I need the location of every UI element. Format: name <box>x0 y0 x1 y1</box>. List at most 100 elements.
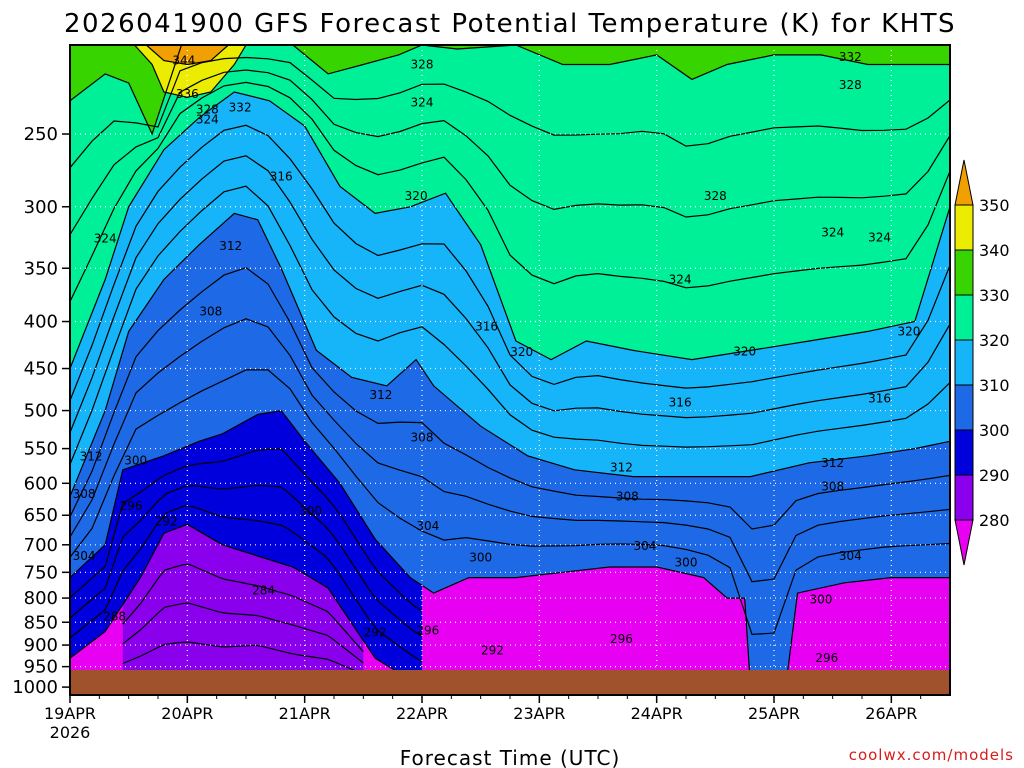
y-axis: 2503003504004505005506006507007508008509… <box>12 124 70 698</box>
contour-label: 328 <box>196 102 219 116</box>
contour-line-interior <box>70 505 423 663</box>
contour-label: 300 <box>469 551 492 565</box>
colorbar-tick-label: 330 <box>979 286 1010 305</box>
contour-label: 332 <box>839 50 862 64</box>
contour-label: 300 <box>809 593 832 607</box>
contour-label: 292 <box>364 625 387 639</box>
colorbar-tick-label: 320 <box>979 331 1010 350</box>
contour-label: 320 <box>510 345 533 359</box>
contour-label: 300 <box>675 556 698 570</box>
y-tick-label: 850 <box>24 612 58 633</box>
contour-label: 308 <box>411 431 434 445</box>
y-tick-label: 800 <box>24 588 58 609</box>
y-tick-label: 650 <box>24 505 58 526</box>
contour-label: 296 <box>610 632 633 646</box>
colorbar-tick-label: 310 <box>979 376 1010 395</box>
contour-label: 328 <box>839 78 862 92</box>
contour-line-interior <box>70 318 950 583</box>
contour-label: 292 <box>155 514 178 528</box>
colorbar-segment <box>954 249 974 296</box>
contour-line-290 <box>70 523 423 688</box>
contour-label: 312 <box>610 461 633 475</box>
colorbar-segment <box>954 474 974 521</box>
y-tick-label: 700 <box>24 535 58 556</box>
contour-line-340 <box>134 45 247 98</box>
contour-label: 316 <box>669 396 692 410</box>
contour-line-interior <box>122 641 364 675</box>
contour-label: 304 <box>633 539 656 553</box>
colorbar-segment <box>954 339 974 386</box>
y-tick-label: 300 <box>24 197 58 218</box>
contour-label: 324 <box>411 95 434 109</box>
contour-label: 320 <box>897 324 920 338</box>
colorbar-tick-label: 280 <box>979 511 1010 530</box>
x-tick-label: 19APR <box>44 704 96 723</box>
contour-line-interior <box>70 124 950 401</box>
contour-line-interior <box>70 155 950 433</box>
contour-line-interior <box>70 267 950 530</box>
x-tick-label: 24APR <box>631 704 683 723</box>
contour-line-interior <box>70 185 950 465</box>
y-tick-label: 950 <box>24 657 58 678</box>
y-tick-label: 550 <box>24 439 58 460</box>
contour-label: 292 <box>481 643 504 657</box>
y-tick-label: 1000 <box>12 677 58 698</box>
contour-label: 296 <box>416 624 439 638</box>
contour-label: 284 <box>252 584 275 598</box>
contour-label: 324 <box>196 112 219 126</box>
colorbar-segment <box>954 429 974 476</box>
contour-label: 344 <box>172 54 195 68</box>
colorbar-tick-label: 300 <box>979 421 1010 440</box>
contour-label: 336 <box>176 87 199 101</box>
contour-label: 300 <box>299 504 322 518</box>
y-tick-label: 400 <box>24 312 58 333</box>
x-tick-label: 21APR <box>279 704 331 723</box>
contour-label: 296 <box>815 651 838 665</box>
colorbar-tick-label: 340 <box>979 241 1010 260</box>
contour-label: 320 <box>405 189 428 203</box>
contour-label: 316 <box>475 319 498 333</box>
contour-label: 312 <box>80 449 103 463</box>
colorbar-under-triangle <box>954 519 974 566</box>
x-tick-label: 23APR <box>513 704 565 723</box>
colorbar-tick-label: 290 <box>979 466 1010 485</box>
gridlines <box>70 45 950 695</box>
contour-label: 308 <box>821 480 844 494</box>
y-tick-label: 450 <box>24 359 58 380</box>
colorbar-segment <box>954 294 974 341</box>
contour-label: 316 <box>868 391 891 405</box>
contour-fills <box>70 45 950 695</box>
colorbar-segment <box>954 204 974 251</box>
contour-label: 316 <box>270 169 293 183</box>
contour-label: 320 <box>733 344 756 358</box>
contour-line-interior <box>70 69 950 235</box>
y-tick-label: 500 <box>24 401 58 422</box>
ground-surface <box>70 670 950 695</box>
contour-label: 304 <box>73 549 96 563</box>
contour-label: 308 <box>73 487 96 501</box>
contour-line-interior <box>70 56 950 169</box>
contour-label: 324 <box>821 226 844 240</box>
contour-label: 324 <box>94 232 117 246</box>
contour-label: 300 <box>124 454 147 468</box>
colorbar: 280 290 300 310 320 330 340 350 <box>954 159 1010 566</box>
contour-label: 296 <box>120 499 143 513</box>
y-tick-label: 250 <box>24 124 58 145</box>
contour-label: 304 <box>839 549 862 563</box>
band-fill-350 <box>146 45 229 65</box>
x-tick-label: 25APR <box>748 704 800 723</box>
contour-label: 332 <box>229 101 252 115</box>
contour-line-interior <box>70 448 423 612</box>
contour-line-310 <box>70 212 950 497</box>
contour-line-interior <box>122 602 364 664</box>
credit-link[interactable]: coolwx.com/models <box>849 746 1014 764</box>
contour-label: 328 <box>411 57 434 71</box>
contour-label: 312 <box>369 388 392 402</box>
contour-label: 304 <box>416 519 439 533</box>
contour-line-350 <box>145 45 229 66</box>
contour-label: 328 <box>704 189 727 203</box>
contour-label: 288 <box>103 610 126 624</box>
